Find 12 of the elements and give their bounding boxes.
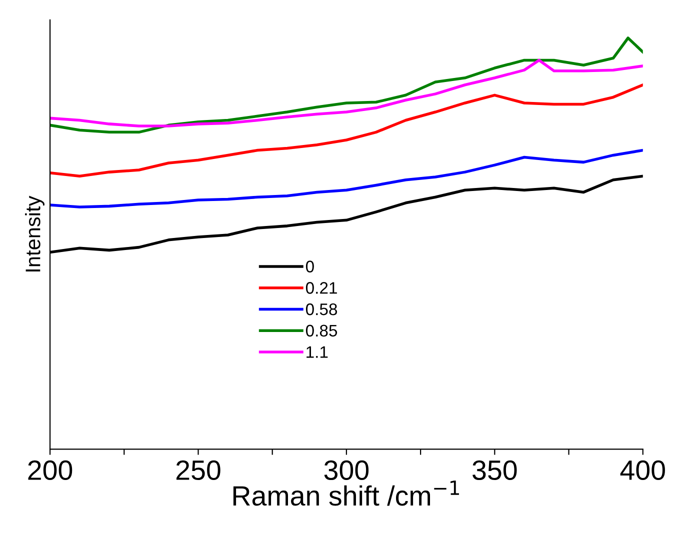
legend-label: 0.85	[306, 324, 338, 337]
legend-label: 0.58	[306, 303, 338, 316]
x-tick-label: 350	[472, 460, 517, 480]
x-tick-label: 200	[28, 460, 72, 480]
legend-label: 0	[306, 260, 314, 272]
x-axis-title: Raman shift /cm$^{−1}$	[233, 480, 459, 506]
legend-label: 0.21	[306, 282, 337, 294]
x-tick-label: 300	[324, 460, 369, 480]
legend-label: 1.1	[306, 346, 328, 358]
x-tick-label: 400	[620, 460, 665, 480]
x-tick-label: 250	[176, 460, 220, 480]
y-axis-title: Intensity	[25, 196, 44, 272]
